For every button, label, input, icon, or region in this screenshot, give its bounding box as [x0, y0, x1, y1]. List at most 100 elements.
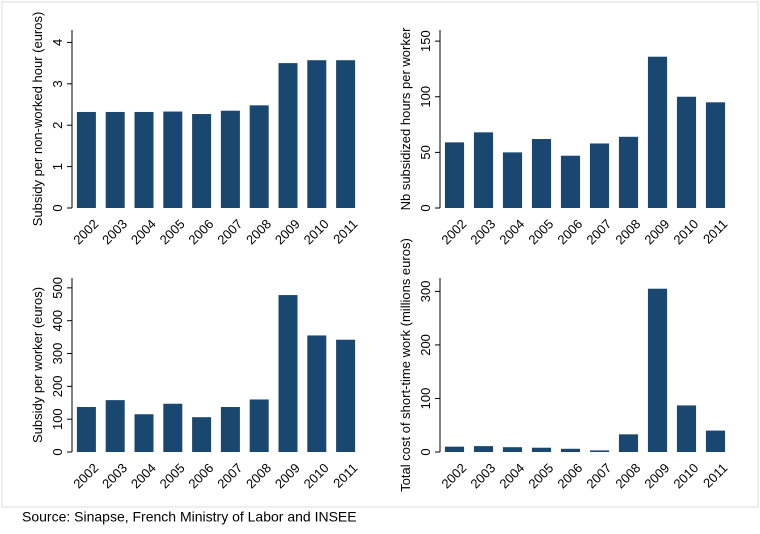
- bar: [278, 295, 298, 452]
- x-tick-label: 2002: [70, 460, 101, 491]
- x-tick-label: 2005: [525, 460, 556, 491]
- y-tick-label: 0: [50, 204, 65, 211]
- y-tick-label: 100: [418, 388, 433, 410]
- bar: [134, 414, 154, 452]
- y-axis-title: Nb subsidized hours per worker: [398, 27, 413, 210]
- x-tick-label: 2007: [583, 460, 614, 491]
- y-tick-label: 300: [418, 281, 433, 303]
- x-tick-label: 2008: [612, 216, 643, 247]
- bar: [163, 111, 183, 208]
- x-tick-label: 2009: [272, 216, 303, 247]
- y-tick-label: 400: [50, 310, 65, 332]
- y-tick-label: 0: [50, 448, 65, 455]
- y-tick-label: 1: [50, 163, 65, 170]
- bar: [531, 447, 552, 452]
- x-tick-label: 2006: [185, 216, 216, 247]
- bar: [220, 110, 240, 208]
- y-tick-label: 150: [418, 30, 433, 52]
- x-tick-label: 2010: [301, 460, 332, 491]
- x-tick-label: 2003: [99, 216, 130, 247]
- y-tick-label: 500: [50, 277, 65, 299]
- bar: [473, 132, 494, 208]
- x-tick-label: 2002: [438, 460, 469, 491]
- bar: [220, 407, 240, 452]
- x-tick-label: 2010: [301, 216, 332, 247]
- x-tick-label: 2009: [641, 460, 672, 491]
- bar: [705, 430, 726, 452]
- y-tick-label: 3: [50, 80, 65, 87]
- bar: [278, 63, 298, 209]
- x-tick-label: 2008: [243, 216, 274, 247]
- bar: [705, 102, 726, 208]
- y-axis-title: Subsidy per non-worked hour (euros): [30, 12, 45, 227]
- x-tick-label: 2010: [670, 460, 701, 491]
- y-tick-label: 100: [418, 86, 433, 108]
- y-tick-label: 2: [50, 122, 65, 129]
- bar: [76, 407, 96, 452]
- y-axis-title: Total cost of short-time work (millions …: [398, 238, 413, 492]
- y-tick-label: 200: [50, 375, 65, 397]
- x-tick-label: 2003: [467, 460, 498, 491]
- x-tick-label: 2007: [583, 216, 614, 247]
- bar: [134, 111, 154, 208]
- y-tick-label: 0: [418, 204, 433, 211]
- bar: [589, 143, 610, 208]
- x-tick-label: 2004: [128, 216, 159, 247]
- bar: [647, 56, 668, 209]
- x-tick-label: 2007: [214, 216, 245, 247]
- bar: [647, 288, 668, 452]
- bar: [589, 450, 610, 452]
- bar: [105, 111, 125, 208]
- x-tick-label: 2004: [496, 460, 527, 491]
- bar: [249, 399, 269, 452]
- y-tick-label: 50: [418, 145, 433, 159]
- x-tick-label: 2002: [70, 216, 101, 247]
- bar: [163, 403, 183, 452]
- source-note: Source: Sinapse, French Ministry of Labo…: [22, 509, 357, 525]
- x-tick-label: 2011: [700, 216, 730, 246]
- bar: [307, 60, 327, 209]
- x-tick-label: 2009: [272, 460, 303, 491]
- y-tick-label: 200: [418, 334, 433, 356]
- bar: [336, 339, 356, 452]
- bar: [502, 447, 523, 452]
- x-tick-label: 2002: [438, 216, 469, 247]
- x-tick-label: 2007: [214, 460, 245, 491]
- bar: [473, 446, 494, 452]
- x-tick-label: 2009: [641, 216, 672, 247]
- y-tick-label: 0: [418, 448, 433, 455]
- y-tick-label: 300: [50, 343, 65, 365]
- x-tick-label: 2006: [554, 216, 585, 247]
- x-tick-label: 2011: [700, 460, 730, 490]
- x-tick-label: 2004: [496, 216, 527, 247]
- bar: [618, 434, 639, 452]
- bar: [76, 111, 96, 208]
- bar: [676, 405, 697, 452]
- bar: [560, 448, 581, 452]
- x-tick-label: 2010: [670, 216, 701, 247]
- bar: [307, 335, 327, 452]
- x-tick-label: 2005: [157, 460, 188, 491]
- x-tick-label: 2005: [525, 216, 556, 247]
- y-tick-label: 4: [50, 39, 65, 46]
- x-tick-label: 2011: [330, 460, 360, 490]
- y-tick-label: 100: [50, 408, 65, 430]
- bar: [444, 446, 465, 452]
- frame: [1, 1, 759, 508]
- bar: [336, 60, 356, 209]
- bar: [444, 142, 465, 208]
- bar: [676, 96, 697, 208]
- bar: [618, 136, 639, 208]
- x-tick-label: 2005: [157, 216, 188, 247]
- x-tick-label: 2006: [185, 460, 216, 491]
- bar: [531, 139, 552, 208]
- bar: [249, 105, 269, 208]
- x-tick-label: 2004: [128, 460, 159, 491]
- x-tick-label: 2011: [330, 216, 360, 246]
- bar: [192, 114, 212, 208]
- y-axis-title: Subsidy per worker (euros): [30, 287, 45, 443]
- x-tick-label: 2008: [243, 460, 274, 491]
- bar: [502, 152, 523, 208]
- x-tick-label: 2006: [554, 460, 585, 491]
